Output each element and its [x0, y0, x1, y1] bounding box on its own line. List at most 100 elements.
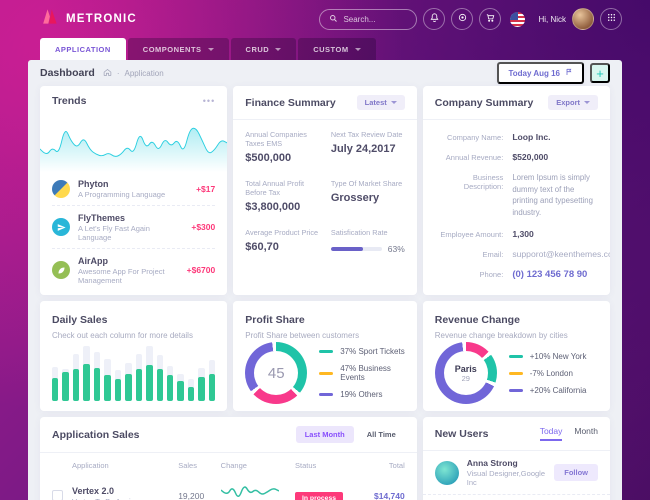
trends-card: Trends ••• [40, 86, 228, 295]
quick-actions-button[interactable] [451, 8, 474, 30]
export-button[interactable]: Export [548, 95, 598, 110]
tab-crud[interactable]: CRUD [230, 38, 297, 60]
daily-sales-bar [177, 346, 184, 401]
status-badge: In process [295, 492, 343, 500]
profit-share-legend: 37% Sport Tickets 47% Business Events 19… [319, 347, 405, 399]
daily-sales-bar [125, 346, 132, 401]
company-summary-card: Company Summary Export Company Name: Loop… [422, 86, 610, 295]
list-item[interactable]: FlyThemes A Let's Fly Fast Again Language… [52, 205, 216, 248]
trend-value: +$6700 [186, 265, 216, 275]
list-item: Milano EscoProduct Designer, Apple Inc F… [422, 494, 610, 500]
calendar-flag-icon [565, 68, 573, 78]
daily-sales-title: Daily Sales [52, 314, 108, 326]
chevron-down-icon [207, 47, 214, 51]
main-nav: APPLICATION COMPONENTS CRUD CUSTOM [0, 38, 650, 60]
revenue-change-title: Revenue Change [434, 314, 520, 326]
notifications-button[interactable] [423, 8, 446, 30]
new-users-title: New Users [434, 427, 489, 440]
avatar [434, 460, 459, 485]
cart-button[interactable] [479, 8, 502, 30]
legend-dash [319, 371, 334, 375]
trend-value: +$17 [196, 183, 216, 194]
language-flag-button[interactable] [510, 11, 526, 27]
daily-sales-bar [135, 346, 143, 401]
daily-sales-card: Daily Sales Check out each column for mo… [40, 301, 228, 411]
revenue-change-legend: +10% New York -7% London +20% California [508, 352, 586, 395]
tab-application[interactable]: APPLICATION [40, 38, 126, 60]
daily-sales-bar [62, 346, 69, 401]
daily-sales-bar [72, 346, 80, 401]
profit-share-card: Profit Share Profit Share between custom… [233, 301, 417, 411]
list-item[interactable]: AirApp Awesome App For Project Management… [52, 248, 216, 291]
chevron-down-icon [354, 47, 361, 51]
target-icon [457, 10, 468, 28]
daily-sales-bar [93, 346, 101, 401]
tab-custom[interactable]: CUSTOM [298, 38, 376, 60]
legend-dash [508, 388, 523, 392]
date-picker-button[interactable]: Today Aug 16 [497, 62, 584, 84]
follow-button[interactable]: Follow [554, 464, 598, 481]
satisfaction-progress: 63% [330, 244, 405, 254]
daily-sales-bar [156, 346, 163, 401]
bell-icon [429, 10, 440, 28]
daily-sales-bar [114, 346, 122, 401]
search-input[interactable]: Search... [319, 8, 418, 30]
phone-link[interactable]: (0) 123 456 78 90 [512, 268, 588, 280]
page-title: Dashboard [40, 67, 95, 79]
chevron-down-icon [390, 101, 397, 104]
cart-icon [485, 10, 496, 28]
brand-logo[interactable]: METRONIC [40, 7, 137, 31]
tab-month[interactable]: Month [574, 426, 598, 436]
list-item[interactable]: Phyton A Programming Language +$17 [52, 172, 215, 205]
chevron-down-icon [584, 101, 590, 104]
filter-last-month-button[interactable]: Last Month [295, 426, 354, 443]
list-item: Anna Strong Visual Designer,Google Inc Fo… [423, 451, 610, 494]
dashboard-grid: Trends ••• [40, 86, 610, 500]
content-area: Dashboard · Application Today Aug 16 + [28, 60, 622, 500]
daily-sales-bar [198, 346, 205, 401]
latest-filter-button[interactable]: Latest [356, 95, 405, 110]
daily-sales-bar [52, 346, 59, 401]
daily-sales-bar [166, 346, 174, 401]
breadcrumb-page[interactable]: Application [124, 68, 164, 78]
user-greeting: Hi, Nick [538, 14, 566, 24]
legend-dash [319, 350, 334, 353]
user-avatar[interactable] [572, 8, 594, 30]
profit-share-title: Profit Share [245, 314, 305, 326]
more-options-icon[interactable]: ••• [202, 96, 216, 106]
legend-dash [319, 393, 334, 396]
tab-today[interactable]: Today [539, 426, 563, 441]
brand-name: METRONIC [66, 13, 137, 25]
daily-sales-bar [208, 346, 216, 401]
apps-grid-button[interactable] [600, 8, 622, 30]
revenue-change-donut-chart: Paris 29 [434, 342, 497, 404]
grid-icon [606, 10, 617, 28]
company-title: Company Summary [434, 96, 534, 109]
row-checkbox[interactable] [52, 490, 63, 500]
finance-summary-card: Finance Summary Latest Annual Companies … [233, 86, 417, 295]
daily-sales-bar [146, 346, 153, 401]
profit-share-donut-chart: 45 [245, 342, 308, 404]
table-row: Vertex 2.0Vertex To By Again 19,200 In p… [52, 477, 405, 500]
daily-sales-bar [104, 346, 111, 401]
legend-dash [508, 354, 523, 358]
add-button[interactable]: + [590, 63, 610, 83]
filter-all-time-button[interactable]: All Time [358, 426, 405, 443]
home-icon[interactable] [103, 64, 112, 82]
paper-plane-icon [52, 218, 70, 236]
breadcrumb-bar: Dashboard · Application Today Aug 16 + [40, 60, 610, 86]
legend-dash [508, 371, 523, 375]
change-sparkline [220, 480, 295, 500]
new-users-card: New Users Today Month Anna Strong Visual … [422, 417, 610, 500]
trend-value: +$300 [191, 222, 216, 232]
trends-line-chart [40, 116, 228, 172]
daily-sales-bar-chart [40, 342, 227, 411]
application-sales-table: Application Sales Change Status Total Ve… [40, 453, 417, 500]
search-icon [329, 14, 338, 25]
finance-title: Finance Summary [245, 96, 336, 109]
trends-title: Trends [52, 95, 87, 107]
python-icon [52, 179, 70, 198]
tab-components[interactable]: COMPONENTS [127, 38, 229, 60]
daily-sales-bar [187, 346, 195, 401]
